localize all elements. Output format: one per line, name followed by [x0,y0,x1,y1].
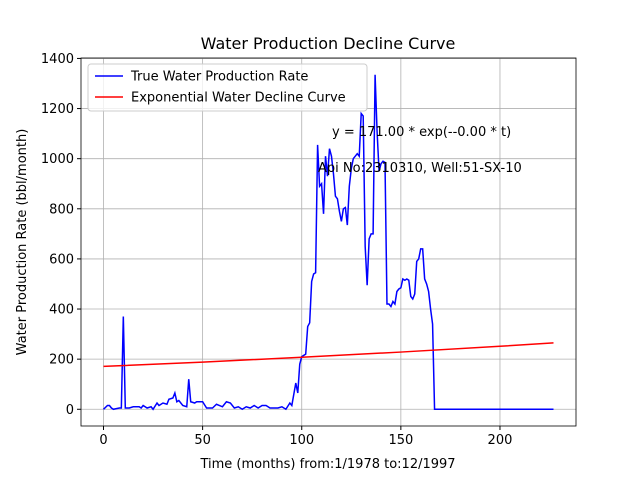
legend-label: Exponential Water Decline Curve [131,91,346,106]
y-tick-label: 1200 [41,102,74,117]
y-tick-label: 600 [49,252,74,267]
chart-title: Water Production Decline Curve [201,34,456,53]
legend-box [87,63,368,112]
x-tick-label: 50 [194,433,211,448]
y-tick-label: 400 [49,303,74,318]
x-tick-label: 100 [289,433,314,448]
y-tick-label: 0 [66,403,74,418]
x-tick-label: 150 [388,433,413,448]
y-tick-label: 1400 [41,52,74,67]
annotation: Api No:2310310, Well:51-SX-10 [318,161,522,176]
y-tick-label: 800 [49,202,74,217]
x-tick-label: 0 [99,433,107,448]
data-line [103,342,554,368]
y-tick-label: 1000 [41,152,74,167]
x-tick-label: 200 [488,433,513,448]
plot-frame [80,57,577,427]
y-axis-label: Water Production Rate (bbl/month) [15,129,30,356]
annotation: y = 171.00 * exp(--0.00 * t) [332,125,511,140]
y-tick-label: 200 [49,353,74,368]
data-line [102,74,554,411]
legend-label: True Water Production Rate [130,70,308,85]
x-axis-label: Time (months) from:1/1978 to:12/1997 [199,457,455,472]
